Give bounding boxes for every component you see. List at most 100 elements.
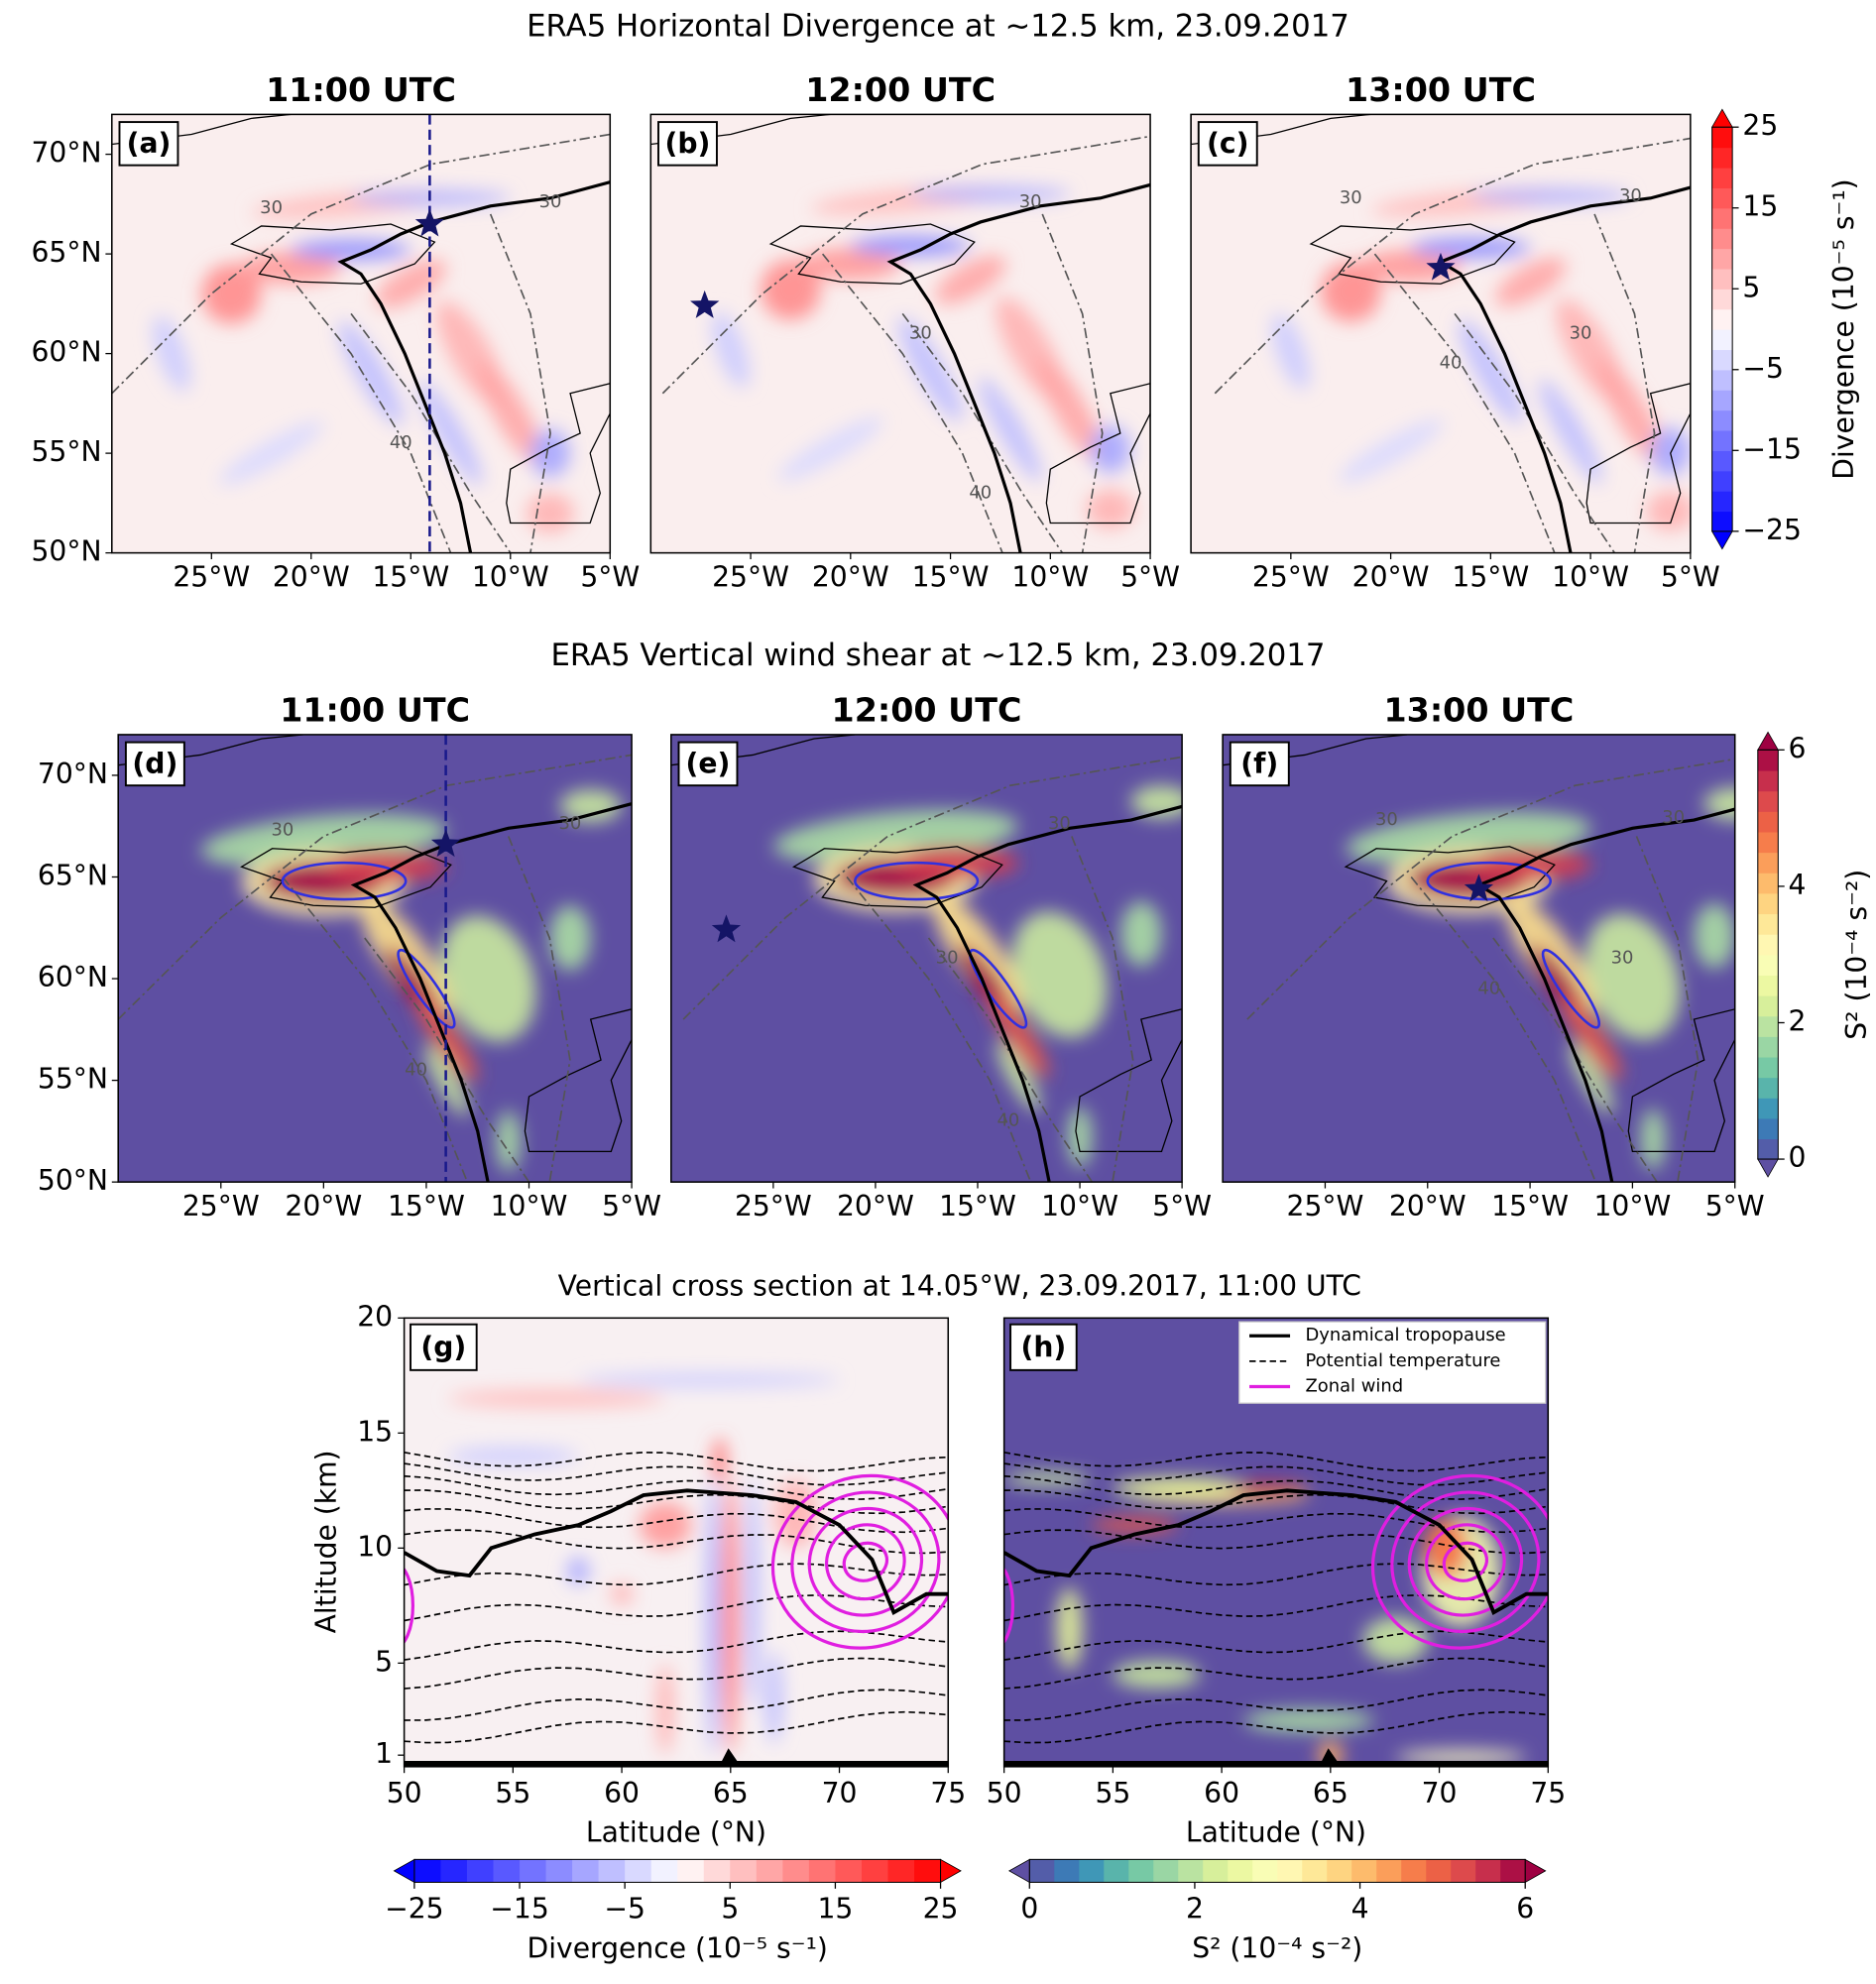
theta-contour <box>1003 1474 1549 1500</box>
wind-contour <box>1454 312 1616 553</box>
zonal-wind-contour <box>790 1490 941 1634</box>
zonal-wind-contour <box>825 1523 906 1601</box>
colorbar-segment <box>1757 852 1779 874</box>
colorbar-frame <box>1757 749 1779 1160</box>
x-tick-label: 60 <box>604 1777 640 1809</box>
field-blob <box>447 1389 665 1408</box>
colorbar-segment <box>730 1859 758 1883</box>
x-tick-label: 10°W <box>472 560 549 593</box>
field-blob <box>764 1651 783 1744</box>
wind-contour <box>270 253 452 553</box>
x-tick-label: 5°W <box>1705 1190 1765 1223</box>
x-tick-label: 5°W <box>602 1190 661 1223</box>
coastline <box>229 223 436 285</box>
field-blob <box>934 255 1006 304</box>
colorbar-segment <box>572 1859 600 1883</box>
colorbar-segment <box>1757 1036 1779 1058</box>
colorbar-tick-label: 0 <box>1789 1141 1807 1174</box>
y-axis-label: Altitude (km) <box>310 1450 343 1633</box>
zonal-wind-contour <box>770 1473 949 1650</box>
shear-contour <box>854 861 980 901</box>
tropopause <box>1437 185 1691 553</box>
field-blob <box>1694 903 1735 969</box>
field-blob <box>988 992 1050 1079</box>
field-blob <box>723 1478 739 1756</box>
field-background <box>670 734 1183 1183</box>
section-title: Vertical cross section at 14.05°W, 23.09… <box>558 1270 1361 1303</box>
coastline <box>524 1008 633 1153</box>
colorbar-segment <box>1757 769 1779 792</box>
colorbar-segment <box>545 1859 573 1883</box>
colorbar-extend <box>1007 1858 1030 1884</box>
y-tick-label: 60°N <box>38 961 108 993</box>
colorbar-segment <box>440 1859 468 1883</box>
panel-label: (d) <box>132 748 177 780</box>
colorbar-segment <box>1104 1859 1129 1883</box>
field-blob <box>1646 491 1691 531</box>
colorbar-tick-label: −15 <box>1742 432 1802 465</box>
legend-box <box>1238 1321 1547 1404</box>
colorbar-segment <box>1029 1859 1055 1883</box>
colorbar-segment <box>1401 1859 1427 1883</box>
colorbar-segment <box>1500 1859 1526 1883</box>
x-tick-label: 25°W <box>1287 1190 1364 1223</box>
panel-label-box <box>124 741 185 787</box>
panel-label: (a) <box>127 127 172 160</box>
field-blob <box>746 1478 760 1709</box>
map-panel: 30 30 40 <box>670 734 1183 1183</box>
x-tick-label: 70 <box>822 1777 858 1809</box>
colorbar-tick-label: 25 <box>923 1893 959 1926</box>
coastline <box>1344 846 1556 908</box>
contour-label: 30 <box>909 323 932 344</box>
contour-label: 30 <box>1340 187 1362 208</box>
colorbar-segment <box>1757 954 1779 976</box>
x-tick-label: 25°W <box>712 560 789 593</box>
colorbar-segment <box>520 1859 547 1883</box>
field-blob <box>711 311 751 388</box>
contour-label: 30 <box>1375 809 1398 830</box>
x-tick-label: 20°W <box>837 1190 914 1223</box>
x-tick-label: 55 <box>495 1777 530 1809</box>
colorbar-tick-label: 2 <box>1789 1004 1807 1037</box>
colorbar-segment <box>1757 994 1779 1017</box>
colorbar-segment <box>1711 187 1733 209</box>
coastline <box>240 846 452 908</box>
field-blob <box>979 377 1042 482</box>
panel-label: (e) <box>686 748 731 780</box>
field-blob <box>549 905 591 971</box>
colorbar-label: S² (10⁻⁴ s⁻²) <box>1840 870 1873 1040</box>
map-panel: 30 30 40 <box>650 114 1151 553</box>
field-blob <box>1011 911 1108 1038</box>
colorbar-segment <box>625 1859 652 1883</box>
field <box>447 1372 840 1756</box>
contour-label: 30 <box>1662 807 1685 828</box>
colorbar-segment <box>1711 450 1733 472</box>
colorbar-segment <box>756 1859 783 1883</box>
theta-contour <box>404 1451 949 1472</box>
theta-contour <box>404 1474 949 1500</box>
panel-label-box <box>1229 741 1290 787</box>
zonal-wind-contour <box>1003 1567 1015 1645</box>
field-blob <box>1056 1586 1083 1671</box>
wind-contour <box>1410 875 1596 1183</box>
field-blob <box>1067 1107 1093 1168</box>
tropopause <box>886 182 1151 553</box>
colorbar-segment <box>1376 1859 1402 1883</box>
x-tick-label: 15°W <box>1491 1190 1569 1223</box>
field-blob <box>201 264 262 324</box>
colorbar-segment <box>1203 1859 1229 1883</box>
colorbar-tick-label: −25 <box>1742 514 1802 546</box>
field-blob <box>529 428 571 478</box>
colorbar-segment <box>1153 1859 1179 1883</box>
colorbar-segment <box>1757 1015 1779 1037</box>
star-marker <box>430 829 461 858</box>
contour-label: 40 <box>997 1110 1019 1131</box>
coastline <box>1223 734 1408 766</box>
legend-label: Dynamical tropopause <box>1305 1325 1505 1345</box>
colorbar-tick-label: 5 <box>1742 271 1760 303</box>
panel-label-box <box>657 121 718 167</box>
row-title: ERA5 Horizontal Divergence at ~12.5 km, … <box>527 9 1349 45</box>
map-panel: 30 30 30 40 <box>1191 114 1691 553</box>
colorbar-tick-label: −5 <box>604 1893 645 1926</box>
